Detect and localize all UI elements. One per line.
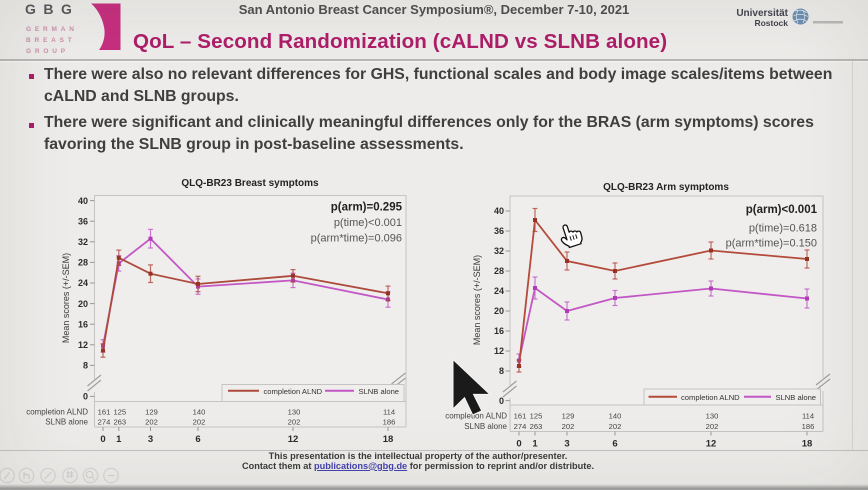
svg-text:0: 0 bbox=[83, 392, 88, 402]
svg-text:32: 32 bbox=[78, 237, 88, 247]
svg-text:16: 16 bbox=[78, 319, 88, 329]
svg-text:140: 140 bbox=[193, 408, 206, 417]
svg-text:202: 202 bbox=[193, 418, 206, 427]
svg-text:0: 0 bbox=[100, 434, 105, 445]
svg-text:24: 24 bbox=[78, 278, 88, 288]
svg-text:114: 114 bbox=[383, 408, 395, 417]
svg-text:Mean scores (+/-SEM): Mean scores (+/-SEM) bbox=[61, 253, 71, 343]
svg-text:130: 130 bbox=[288, 408, 301, 417]
svg-text:125: 125 bbox=[113, 408, 126, 417]
svg-text:Mean scores (+/-SEM): Mean scores (+/-SEM) bbox=[472, 255, 482, 345]
svg-text:SLNB alone: SLNB alone bbox=[359, 387, 400, 396]
svg-text:p(time)<0.001: p(time)<0.001 bbox=[334, 217, 402, 229]
svg-text:186: 186 bbox=[802, 422, 815, 431]
svg-text:130: 130 bbox=[706, 412, 719, 421]
svg-text:125: 125 bbox=[530, 412, 543, 421]
svg-text:3: 3 bbox=[564, 439, 569, 450]
svg-text:12: 12 bbox=[494, 346, 504, 356]
svg-text:202: 202 bbox=[288, 418, 301, 427]
svg-text:6: 6 bbox=[612, 439, 617, 450]
svg-text:140: 140 bbox=[609, 412, 622, 421]
svg-text:3: 3 bbox=[148, 434, 153, 445]
svg-text:161: 161 bbox=[514, 412, 527, 421]
svg-text:129: 129 bbox=[145, 408, 158, 417]
svg-text:18: 18 bbox=[802, 439, 813, 450]
svg-text:20: 20 bbox=[494, 306, 504, 316]
svg-text:p(arm)<0.001: p(arm)<0.001 bbox=[746, 204, 818, 216]
svg-text:SLNB alone: SLNB alone bbox=[464, 422, 507, 431]
svg-text:completion ALND: completion ALND bbox=[264, 387, 323, 396]
svg-text:28: 28 bbox=[494, 266, 504, 276]
svg-text:QLQ-BR23 Breast symptoms: QLQ-BR23 Breast symptoms bbox=[181, 178, 319, 189]
svg-text:completion ALND: completion ALND bbox=[681, 393, 740, 402]
svg-text:8: 8 bbox=[83, 361, 88, 371]
svg-text:40: 40 bbox=[78, 196, 88, 206]
svg-text:274: 274 bbox=[514, 422, 527, 431]
svg-text:114: 114 bbox=[802, 412, 814, 421]
svg-text:1: 1 bbox=[532, 439, 538, 450]
svg-text:1: 1 bbox=[116, 434, 122, 445]
svg-text:274: 274 bbox=[98, 418, 111, 427]
svg-text:263: 263 bbox=[113, 418, 126, 427]
svg-text:12: 12 bbox=[706, 439, 717, 450]
svg-text:186: 186 bbox=[383, 418, 396, 427]
svg-text:202: 202 bbox=[145, 418, 158, 427]
svg-text:p(arm*time)=0.096: p(arm*time)=0.096 bbox=[311, 233, 402, 245]
svg-text:20: 20 bbox=[78, 299, 88, 309]
svg-text:16: 16 bbox=[494, 326, 504, 336]
svg-text:6: 6 bbox=[195, 434, 200, 445]
svg-text:p(time)=0.618: p(time)=0.618 bbox=[749, 223, 817, 235]
svg-text:0: 0 bbox=[499, 396, 504, 406]
svg-text:161: 161 bbox=[98, 408, 111, 417]
svg-text:32: 32 bbox=[494, 246, 504, 256]
svg-text:8: 8 bbox=[499, 366, 504, 376]
svg-text:18: 18 bbox=[383, 434, 394, 445]
svg-text:129: 129 bbox=[562, 412, 575, 421]
svg-text:202: 202 bbox=[706, 422, 719, 431]
svg-text:SLNB alone: SLNB alone bbox=[776, 393, 817, 402]
svg-text:p(arm*time)=0.150: p(arm*time)=0.150 bbox=[726, 238, 817, 250]
svg-text:24: 24 bbox=[494, 286, 504, 296]
svg-text:12: 12 bbox=[78, 340, 88, 350]
svg-text:202: 202 bbox=[609, 422, 622, 431]
svg-text:QLQ-BR23 Arm symptoms: QLQ-BR23 Arm symptoms bbox=[603, 182, 729, 193]
svg-text:SLNB alone: SLNB alone bbox=[45, 418, 88, 427]
svg-text:36: 36 bbox=[494, 226, 504, 236]
svg-text:202: 202 bbox=[562, 422, 575, 431]
svg-text:0: 0 bbox=[516, 439, 521, 450]
svg-text:12: 12 bbox=[288, 434, 299, 445]
svg-text:p(arm)=0.295: p(arm)=0.295 bbox=[331, 202, 403, 214]
svg-text:36: 36 bbox=[78, 216, 88, 226]
svg-text:40: 40 bbox=[494, 206, 504, 216]
svg-text:completion ALND: completion ALND bbox=[445, 412, 507, 421]
svg-text:28: 28 bbox=[78, 258, 88, 268]
svg-text:263: 263 bbox=[530, 422, 543, 431]
svg-text:completion ALND: completion ALND bbox=[26, 408, 88, 417]
